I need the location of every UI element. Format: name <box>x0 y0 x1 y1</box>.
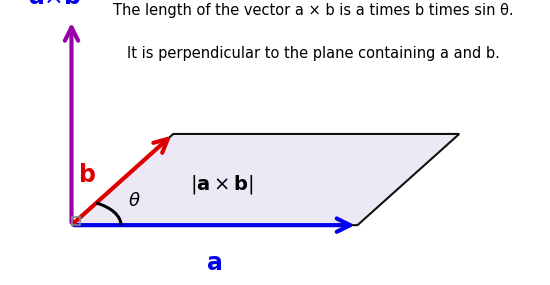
Text: It is perpendicular to the plane containing a and b.: It is perpendicular to the plane contain… <box>127 46 500 61</box>
Text: $\theta$: $\theta$ <box>128 192 141 210</box>
Text: $|\mathbf{a}\times\mathbf{b}|$: $|\mathbf{a}\times\mathbf{b}|$ <box>190 173 254 196</box>
Polygon shape <box>72 134 459 225</box>
Text: $\mathbf{a}$: $\mathbf{a}$ <box>206 251 223 275</box>
Text: $\mathbf{a}$$\times$$\mathbf{b}$: $\mathbf{a}$$\times$$\mathbf{b}$ <box>28 0 81 9</box>
Text: $\mathbf{b}$: $\mathbf{b}$ <box>78 163 96 187</box>
Text: The length of the vector a × b is a times b times sin θ.: The length of the vector a × b is a time… <box>113 3 514 18</box>
